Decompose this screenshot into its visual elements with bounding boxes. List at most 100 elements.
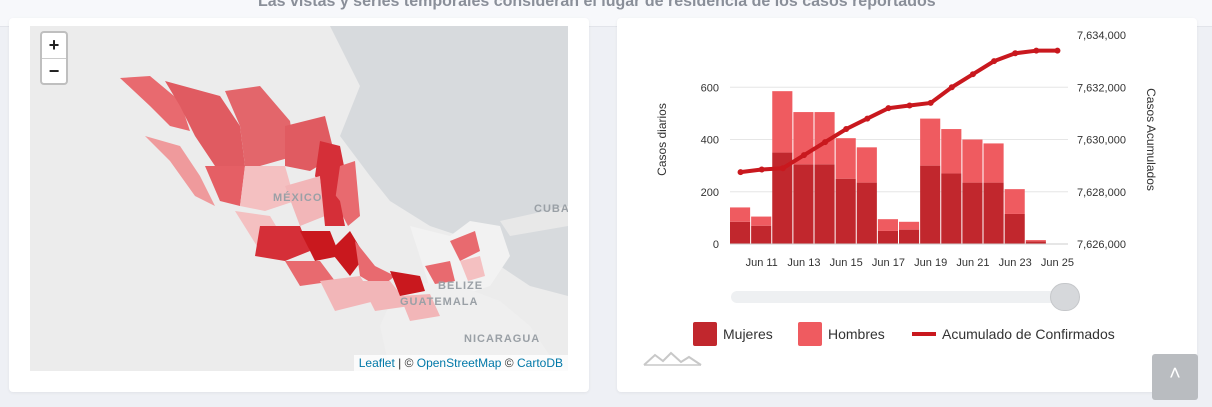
legend-cumulative-label: Acumulado de Confirmados	[942, 326, 1115, 342]
map-label-cuba: CUBA	[534, 203, 568, 215]
map-label-nicaragua: NICARAGUA	[464, 333, 541, 345]
cumulative-point[interactable]	[864, 115, 871, 122]
state-hidalgo[interactable]	[330, 231, 365, 276]
choropleth-map[interactable]: MÉXICO CUBA BELIZE GUATEMALA NICARAGUA L…	[30, 26, 568, 371]
bar-hombres[interactable]	[962, 139, 983, 183]
y-left-tick-label: 0	[713, 239, 719, 251]
bar-mujeres[interactable]	[962, 182, 983, 244]
bar-mujeres[interactable]	[751, 225, 772, 244]
zoom-in-button[interactable]: +	[42, 33, 66, 59]
x-tick-label: Jun 15	[830, 257, 863, 269]
cumulative-point[interactable]	[969, 71, 976, 78]
state-quintana-roo[interactable]	[460, 256, 485, 281]
scroll-to-top-button[interactable]: ˄	[1152, 354, 1198, 400]
cumulative-point[interactable]	[758, 166, 765, 173]
x-tick-label: Jun 17	[872, 257, 905, 269]
cumulative-line[interactable]	[740, 48, 1058, 175]
bar-hombres[interactable]	[1025, 240, 1046, 242]
state-sinaloa[interactable]	[205, 166, 245, 206]
cumulative-point[interactable]	[822, 139, 829, 146]
bar-hombres[interactable]	[920, 118, 941, 166]
state-baja-california-sur[interactable]	[145, 136, 215, 206]
bar-mujeres[interactable]	[814, 164, 835, 244]
legend-men-label: Hombres	[828, 326, 885, 342]
bar-mujeres[interactable]	[730, 221, 751, 244]
bar-hombres[interactable]	[772, 91, 793, 153]
cumulative-point[interactable]	[1012, 50, 1019, 57]
bar-hombres[interactable]	[751, 216, 772, 226]
y-left-tick-label: 200	[701, 187, 719, 199]
bar-mujeres[interactable]	[1025, 241, 1046, 244]
y-right-axis-title: Casos Acumulados	[1144, 88, 1158, 191]
legend-men[interactable]: Hombres	[798, 322, 885, 346]
bar-hombres[interactable]	[877, 219, 898, 231]
y-right-tick-label: 7,626,000	[1077, 239, 1126, 251]
y-right-tick-label: 7,628,000	[1077, 187, 1126, 199]
cumulative-point[interactable]	[737, 169, 744, 176]
bar-mujeres[interactable]	[856, 182, 877, 244]
bar-hombres[interactable]	[856, 147, 877, 183]
state-baja-california[interactable]	[120, 76, 190, 131]
state-durango[interactable]	[240, 166, 295, 211]
map-svg	[30, 26, 568, 371]
state-san-luis-potosi[interactable]	[320, 176, 345, 226]
legend-men-swatch	[798, 322, 822, 346]
bar-mujeres[interactable]	[941, 173, 962, 244]
cumulative-point[interactable]	[991, 58, 998, 65]
state-guerrero[interactable]	[320, 276, 375, 311]
bar-mujeres[interactable]	[835, 178, 856, 244]
bar-mujeres[interactable]	[920, 165, 941, 244]
bar-hombres[interactable]	[814, 112, 835, 165]
state-sonora[interactable]	[165, 81, 245, 166]
state-jalisco[interactable]	[255, 226, 310, 261]
bar-mujeres[interactable]	[899, 229, 920, 244]
range-navigator-handle[interactable]	[1050, 283, 1080, 311]
bar-mujeres[interactable]	[877, 230, 898, 244]
bar-hombres[interactable]	[835, 138, 856, 179]
range-navigator-track[interactable]	[731, 291, 1068, 303]
cumulative-point[interactable]	[1054, 47, 1061, 54]
state-veracruz[interactable]	[355, 241, 395, 288]
map-label-guatemala: GUATEMALA	[400, 296, 479, 308]
cumulative-point[interactable]	[885, 105, 892, 112]
state-tabasco[interactable]	[390, 271, 425, 296]
legend-women[interactable]: Mujeres	[693, 322, 773, 346]
openstreetmap-link[interactable]: OpenStreetMap	[416, 356, 502, 370]
state-zacatecas[interactable]	[285, 176, 325, 226]
bar-mujeres[interactable]	[793, 164, 814, 244]
cumulative-point[interactable]	[927, 99, 934, 106]
legend-cumulative-swatch	[912, 332, 936, 336]
cumulative-point[interactable]	[800, 152, 807, 159]
bar-hombres[interactable]	[1004, 189, 1025, 214]
state-campeche[interactable]	[425, 261, 455, 284]
state-michoacan[interactable]	[285, 261, 335, 286]
bar-hombres[interactable]	[983, 143, 1004, 183]
bar-hombres[interactable]	[899, 221, 920, 230]
bar-hombres[interactable]	[730, 207, 751, 222]
state-chiapas[interactable]	[400, 294, 440, 321]
state-oaxaca[interactable]	[360, 281, 410, 311]
map-label-mexico: MÉXICO	[273, 192, 323, 204]
attribution-separator-1: | ©	[394, 356, 417, 370]
bar-mujeres[interactable]	[772, 152, 793, 244]
cumulative-point[interactable]	[906, 102, 913, 109]
state-chihuahua[interactable]	[225, 86, 295, 166]
x-tick-label: Jun 25	[1041, 257, 1074, 269]
legend-cumulative[interactable]: Acumulado de Confirmados	[912, 322, 1115, 346]
cumulative-point[interactable]	[843, 126, 850, 133]
bar-mujeres[interactable]	[983, 182, 1004, 244]
sparkline-icon	[643, 351, 702, 366]
state-guanajuato[interactable]	[300, 231, 340, 261]
cumulative-point[interactable]	[1033, 47, 1040, 54]
leaflet-link[interactable]: Leaflet	[358, 356, 395, 370]
cartodb-link[interactable]: CartoDB	[516, 356, 563, 370]
zoom-control: + −	[40, 31, 68, 85]
cumulative-point[interactable]	[948, 84, 955, 91]
zoom-out-button[interactable]: −	[48, 61, 60, 81]
x-tick-label: Jun 19	[914, 257, 947, 269]
cumulative-point[interactable]	[779, 165, 786, 172]
y-left-tick-label: 600	[701, 82, 719, 94]
state-yucatan[interactable]	[450, 231, 480, 261]
bar-hombres[interactable]	[941, 129, 962, 174]
bar-mujeres[interactable]	[1004, 213, 1025, 244]
